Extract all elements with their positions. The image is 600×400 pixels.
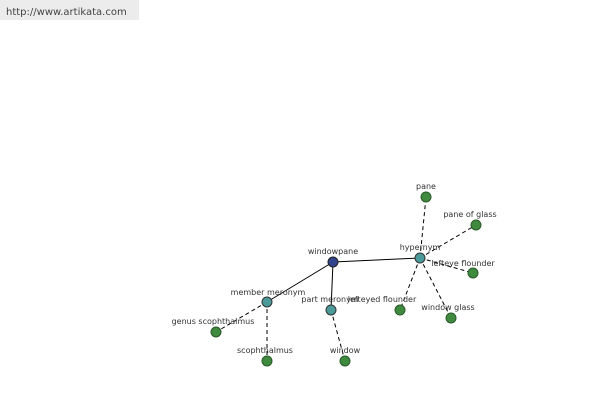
nodes: windowpane hypernym member meronym part … (172, 182, 497, 367)
node[interactable] (261, 296, 273, 308)
node[interactable] (327, 256, 339, 268)
node[interactable] (210, 326, 222, 338)
node-label[interactable]: scophthalmus (237, 346, 293, 355)
node[interactable] (467, 267, 479, 279)
node-label[interactable]: pane of glass (443, 210, 496, 219)
node[interactable] (420, 191, 432, 203)
edge (332, 257, 421, 263)
edge (419, 257, 452, 319)
node-label[interactable]: member meronym (231, 288, 306, 297)
node[interactable] (339, 355, 351, 367)
edge (215, 301, 268, 333)
node-label[interactable]: genus scophthalmus (172, 317, 255, 326)
edge (330, 261, 334, 311)
edge (266, 261, 334, 303)
node-label[interactable]: part meronym (301, 295, 358, 304)
node-label[interactable]: window glass (421, 303, 474, 312)
edge (399, 257, 421, 311)
node-label[interactable]: pane (416, 182, 436, 191)
node-label[interactable]: window (330, 346, 361, 355)
node-label[interactable]: windowpane (308, 247, 358, 256)
edge (419, 224, 477, 259)
node[interactable] (445, 312, 457, 324)
node[interactable] (470, 219, 482, 231)
edges (215, 196, 477, 362)
node[interactable] (414, 252, 426, 264)
node-label[interactable]: lefteyed flounder (348, 295, 417, 304)
node[interactable] (325, 304, 337, 316)
edge (419, 257, 474, 274)
edge (330, 309, 346, 362)
edge (419, 196, 427, 259)
header-box (0, 0, 139, 20)
header-url[interactable]: http://www.artikata.com (6, 7, 127, 18)
node-label[interactable]: lefteye flounder (431, 259, 495, 268)
node[interactable] (261, 355, 273, 367)
node-label[interactable]: hypernym (400, 243, 441, 252)
node[interactable] (394, 304, 406, 316)
